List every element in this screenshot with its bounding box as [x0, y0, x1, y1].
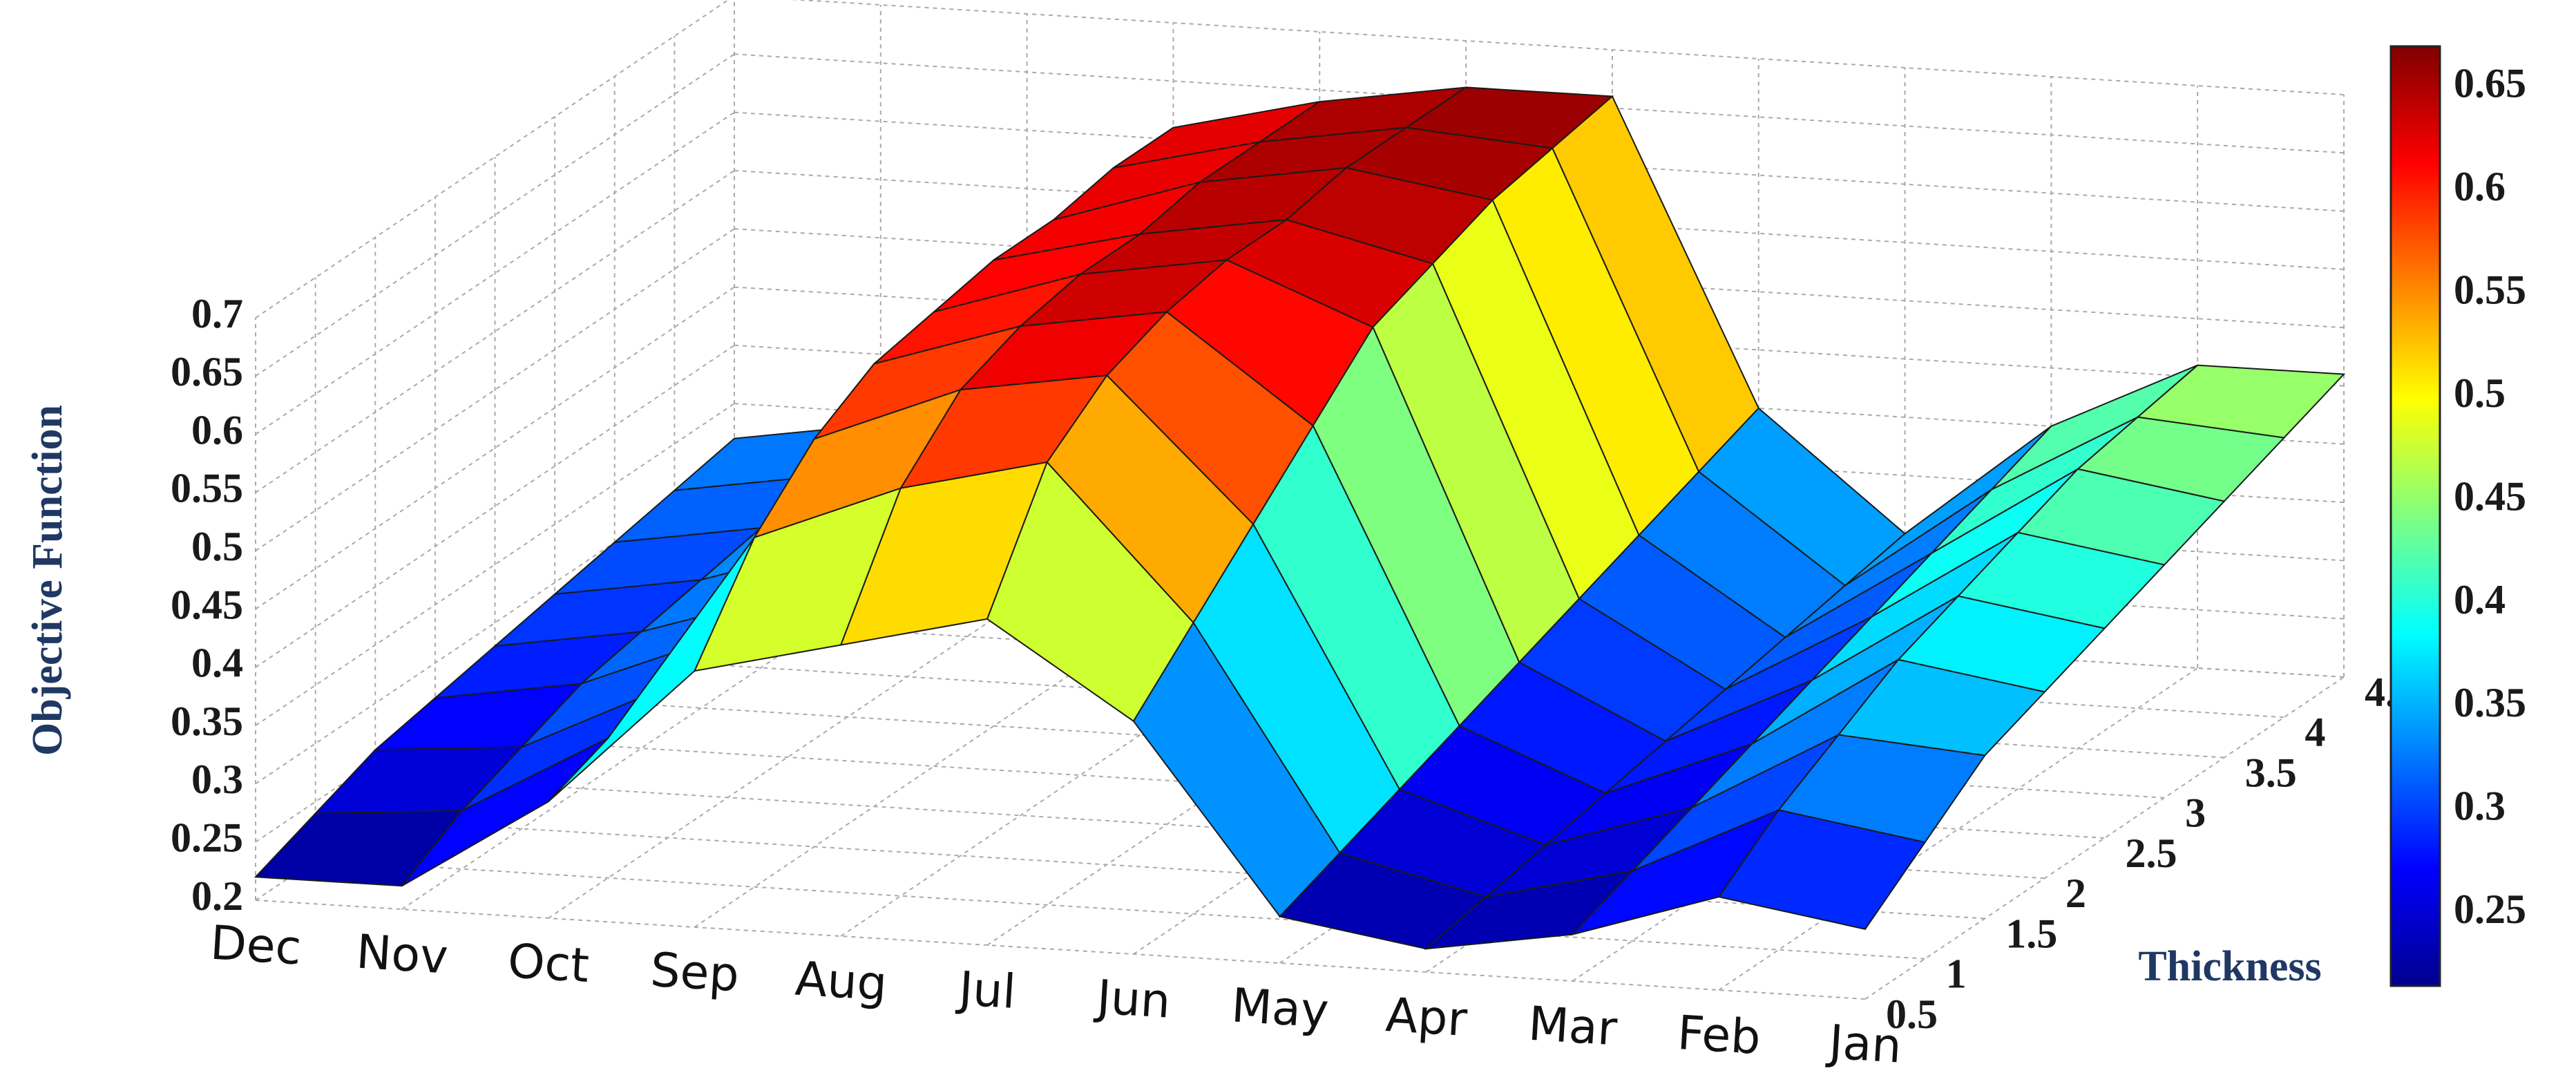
z-tick-label: 0.55 — [171, 466, 243, 511]
colorbar-tick-label: 0.3 — [2454, 783, 2506, 829]
grid-line — [255, 900, 1866, 1000]
y-tick-label: 1.5 — [2005, 911, 2057, 956]
colorbar-tick-label: 0.4 — [2454, 577, 2506, 622]
z-tick-label: 0.3 — [191, 757, 243, 802]
z-tick-label: 0.35 — [171, 698, 243, 744]
grid-line — [375, 819, 1985, 920]
x-tick-label: Jun — [1093, 970, 1172, 1029]
y-tick-label: 1 — [1946, 951, 1967, 997]
x-tick-label: Oct — [506, 934, 591, 993]
x-tick-label: Aug — [794, 952, 888, 1012]
x-tick-label: Jan — [1825, 1015, 1903, 1074]
x-tick-label: Nov — [354, 925, 449, 985]
colorbar — [2389, 45, 2441, 987]
z-tick-label: 0.45 — [171, 582, 243, 627]
z-tick-label: 0.7 — [191, 291, 243, 336]
y-tick-label: 3.5 — [2245, 750, 2297, 795]
colorbar-tick-label: 0.35 — [2454, 680, 2526, 725]
x-tick-label: May — [1230, 978, 1330, 1038]
colorbar-tick-label: 0.45 — [2454, 473, 2526, 519]
z-tick-label: 0.2 — [191, 873, 243, 919]
colorbar-tick-label: 0.65 — [2454, 61, 2526, 106]
z-tick-label: 0.25 — [171, 815, 243, 860]
x-tick-label: Jul — [955, 962, 1018, 1020]
y-tick-label: 2 — [2065, 871, 2086, 916]
y-tick-label: 3 — [2185, 790, 2206, 836]
x-tick-label: Apr — [1384, 988, 1469, 1047]
z-tick-label: 0.5 — [191, 524, 243, 569]
colorbar-tick-label: 0.55 — [2454, 267, 2526, 312]
x-tick-label: Feb — [1676, 1006, 1762, 1065]
y-axis-label: Thickness — [2138, 943, 2321, 990]
colorbar-tick-label: 0.6 — [2454, 164, 2506, 209]
surface-patch — [1717, 809, 1927, 930]
z-axis-label: Objective Function — [24, 405, 71, 756]
x-tick-label: Dec — [209, 916, 303, 976]
z-tick-label: 0.6 — [191, 407, 243, 453]
colorbar-tick-label: 0.5 — [2454, 370, 2506, 416]
grid-line — [315, 859, 1925, 960]
z-tick-label: 0.4 — [191, 640, 243, 686]
colorbar-tick-label: 0.25 — [2454, 886, 2526, 932]
x-tick-label: Mar — [1527, 997, 1619, 1057]
y-tick-label: 0.5 — [1886, 991, 1938, 1037]
y-tick-label: 2.5 — [2126, 830, 2177, 876]
grid-line — [790, 0, 2345, 95]
x-tick-label: Sep — [649, 943, 741, 1003]
z-tick-label: 0.65 — [171, 349, 243, 394]
y-tick-label: 4 — [2305, 710, 2325, 755]
